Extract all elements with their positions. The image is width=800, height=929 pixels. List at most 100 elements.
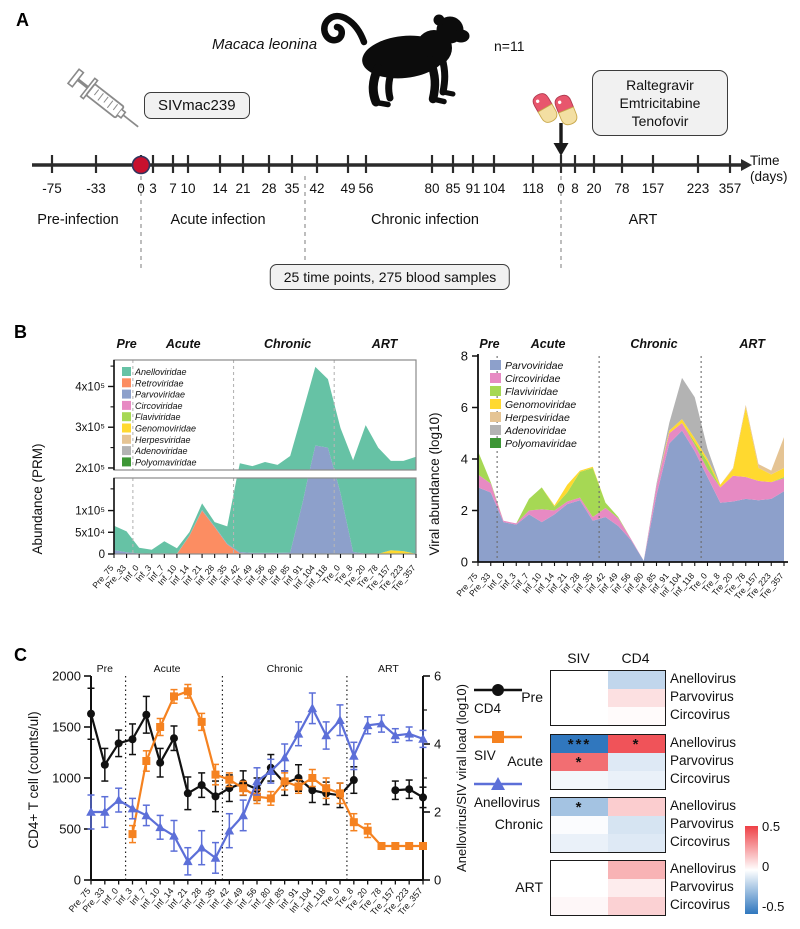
marker-anellovirus	[196, 842, 207, 852]
marker-anellovirus	[335, 715, 345, 724]
heat-cell-acute-siv-parvovirus: *	[551, 753, 608, 771]
legend-swatch-polyomaviridae	[122, 457, 131, 467]
marker-cd4	[170, 734, 178, 743]
timeline-tick-label: 49	[340, 181, 355, 196]
legend-label-anellovirus: Anellovirus	[474, 795, 541, 810]
timeline-tick-label: 104	[483, 181, 506, 196]
marker-siv	[253, 792, 261, 801]
timeline-tick-label: 35	[284, 181, 299, 196]
line-cd4	[89, 713, 424, 799]
timeline-tick-label: 20	[586, 181, 601, 196]
heatmap-rowlabel-parvovirus: Parvovirus	[670, 689, 734, 704]
timeline-tick-label: 7	[169, 181, 177, 196]
heat-cell-pre-cd4-anellovirus	[608, 671, 665, 689]
heatmap-phase-pre: Pre	[521, 689, 543, 705]
y-tick-label: 4x10⁵	[75, 381, 105, 393]
timeline-tick-label: 56	[358, 181, 373, 196]
y-tick-label: 3x10⁵	[75, 422, 105, 434]
timeline-tick-label: -75	[42, 181, 62, 196]
time-axis-title-line2: (days)	[750, 169, 788, 184]
y-tick-right-label: 6	[434, 669, 441, 684]
cd4-siv-anellovirus-chart: CD4+ T cell (counts/ul) Anellovirus/SIV …	[26, 663, 469, 917]
colorbar-mid-label: 0	[762, 859, 770, 874]
legend-label-genomoviridae: Genomoviridae	[135, 424, 196, 434]
b-left-areas-lower	[114, 478, 416, 554]
marker-cd4	[114, 739, 123, 748]
marker-cd4	[349, 776, 358, 785]
y-tick-label: 0	[461, 555, 468, 570]
legend-label-adenoviridae: Adenoviridae	[504, 425, 566, 437]
heatmap-row: *** *	[551, 735, 665, 753]
b-right-areas	[478, 377, 784, 562]
heatmap-row: *	[551, 798, 665, 816]
heat-cell-chronic-siv-parvovirus	[551, 816, 608, 834]
heat-cell-art-cd4-circovirus	[608, 897, 665, 915]
y-tick-label: 8	[461, 349, 468, 364]
marker-anellovirus	[293, 728, 304, 738]
monkey-hind-leg-back	[385, 66, 396, 102]
monkey-hind-foot	[373, 99, 391, 108]
art-drugs-box: Raltegravir Emtricitabine Tenofovir	[592, 70, 728, 136]
legend-swatch-adenoviridae	[490, 425, 501, 435]
heatmap-block-pre	[550, 670, 666, 726]
marker-siv	[322, 784, 331, 793]
phase-label-acute-infection: Acute infection	[170, 212, 266, 228]
heatmap-rowlabel-parvovirus: Parvovirus	[670, 879, 734, 894]
legend-label-genomoviridae: Genomoviridae	[505, 399, 576, 411]
legend-label-flaviviridae: Flaviviridae	[505, 386, 558, 398]
c-phase-pre: Pre	[97, 663, 114, 675]
heatmap-col-cd4: CD4	[621, 650, 650, 666]
pill-bottom	[537, 103, 558, 123]
heatmap-rowlabel-circovirus: Circovirus	[670, 707, 731, 722]
legend-swatch-circoviridae	[122, 400, 131, 410]
heatmap-row: *	[551, 753, 665, 771]
legend-entry-cd4: CD4	[474, 682, 554, 716]
line-siv	[131, 690, 423, 848]
y-tick-label: 0	[99, 549, 105, 561]
legend-marker	[492, 731, 504, 743]
area-flaviviridae	[478, 422, 784, 561]
time-axis-title: Time (days)	[750, 153, 788, 185]
heat-cell-acute-cd4-parvovirus	[608, 753, 665, 771]
legend-entry-anellovirus: Anellovirus	[474, 776, 554, 810]
legend-label-polyomaviridae: Polyomaviridae	[505, 438, 577, 450]
pill-highlight	[557, 100, 562, 105]
cd4-marker-icon	[474, 684, 522, 696]
y-tick-right-label: 4	[434, 737, 441, 752]
heatmap-row	[551, 897, 665, 915]
heat-cell-pre-siv-anellovirus	[551, 671, 608, 689]
heat-cell-acute-siv-circovirus	[551, 771, 608, 789]
marker-anellovirus	[404, 728, 414, 738]
marker-anellovirus	[349, 750, 359, 760]
legend-label-polyomaviridae: Polyomaviridae	[135, 457, 197, 467]
heatmap-colorbar	[745, 826, 758, 914]
marker-siv	[363, 826, 372, 835]
timeline-tick-label: 357	[719, 181, 742, 196]
panel-a-label: A	[16, 10, 29, 30]
timeline-tick-label: 0	[557, 181, 565, 196]
c-phase-chronic: Chronic	[267, 663, 303, 675]
marker-siv	[239, 784, 248, 793]
heatmap-phase-acute: Acute	[507, 753, 543, 769]
b-left-phase-acute: Acute	[165, 337, 201, 351]
species-name: Macaca leonina	[212, 36, 318, 53]
pill-highlight	[535, 99, 540, 103]
heatmap-phase-chronic: Chronic	[494, 816, 543, 832]
monkey-hind-leg	[368, 63, 383, 107]
heatmap-rowlabel-parvovirus: Parvovirus	[670, 753, 734, 768]
legend-label-circoviridae: Circoviridae	[505, 373, 561, 385]
marker-anellovirus	[155, 822, 165, 832]
y-tick-left-label: 1500	[52, 720, 81, 735]
marker-siv	[211, 770, 220, 779]
timeline-tick-label: 3	[149, 181, 157, 196]
timeline-tick-label: 0	[137, 181, 145, 196]
marker-anellovirus	[224, 825, 235, 835]
marker-siv	[142, 757, 151, 765]
area-anelloviridae	[114, 478, 416, 554]
heat-cell-art-cd4-anellovirus	[608, 861, 665, 879]
heatmap-row	[551, 879, 665, 897]
timeline-tick-label: 91	[465, 181, 480, 196]
art-drug-1: Raltegravir	[626, 77, 694, 93]
legend-label-herpesviridae: Herpesviridae	[505, 412, 570, 424]
monkey-front-leg-back	[438, 54, 449, 96]
